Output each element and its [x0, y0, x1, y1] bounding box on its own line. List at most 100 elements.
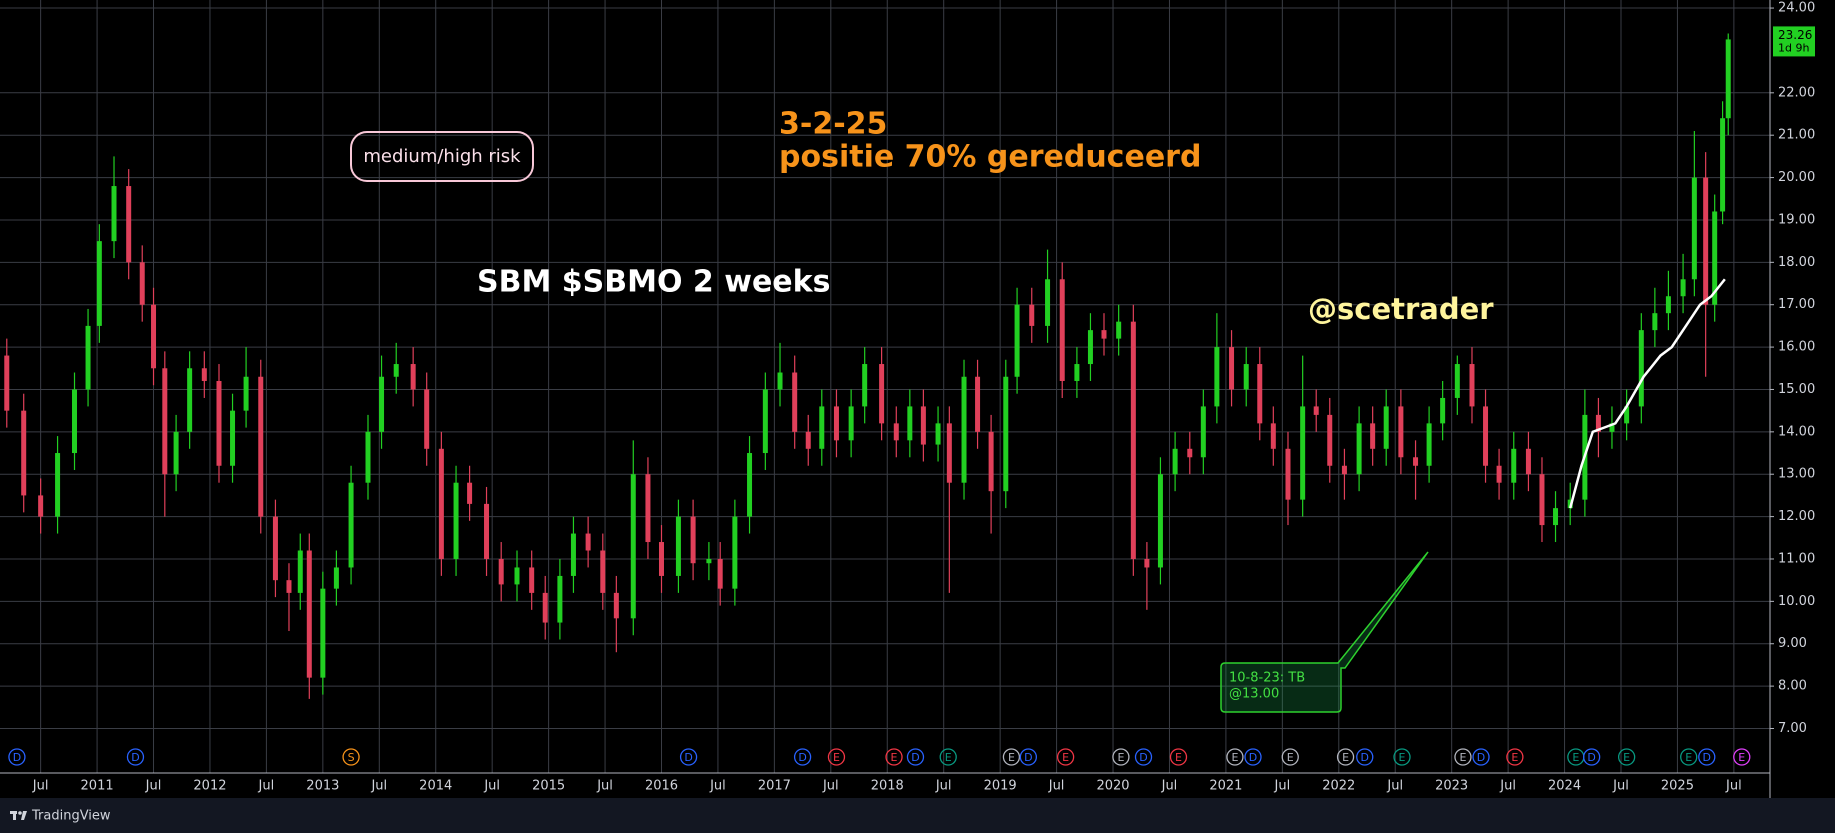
- candle-body: [1187, 448, 1193, 458]
- candle-body: [1496, 465, 1502, 483]
- candle-body: [1609, 423, 1615, 432]
- candle-body: [1454, 364, 1460, 398]
- candle-body: [1624, 406, 1630, 424]
- event-label: E: [1287, 751, 1294, 764]
- candle-body: [365, 431, 371, 483]
- candle-body: [920, 406, 926, 445]
- x-tick-label: 2019: [984, 779, 1017, 794]
- candle-body: [1300, 406, 1306, 500]
- candle-body: [162, 368, 168, 475]
- candle-body: [1370, 423, 1376, 449]
- event-marker: [1169, 748, 1188, 766]
- candle-body: [1116, 321, 1122, 339]
- event-label: D: [684, 751, 692, 764]
- event-label: E: [1342, 751, 1349, 764]
- candle-body: [1200, 406, 1206, 458]
- candle-body: [946, 423, 952, 483]
- event-label: D: [1139, 751, 1147, 764]
- x-tick-label: Jul: [1725, 779, 1742, 794]
- candle-body: [1383, 406, 1389, 449]
- candle-body: [438, 448, 444, 559]
- candle-body: [1511, 448, 1517, 483]
- callout-box: [1220, 551, 1429, 713]
- event-marker: [827, 748, 846, 766]
- event-label: E: [1117, 751, 1124, 764]
- candle-body: [1483, 406, 1489, 466]
- candle-body: [600, 550, 606, 593]
- candle-body: [645, 474, 651, 543]
- event-marker: [1680, 748, 1698, 766]
- x-tick-label: 2011: [81, 779, 114, 794]
- candle-body: [126, 186, 132, 263]
- x-tick-label: Jul: [32, 779, 49, 794]
- candle-body: [410, 364, 416, 390]
- risk-box: [350, 131, 534, 182]
- candle-body: [1525, 448, 1531, 475]
- candle-body: [348, 482, 354, 568]
- candle-body: [333, 567, 339, 589]
- candle-body: [38, 495, 44, 517]
- x-tick-label: 2021: [1209, 779, 1242, 794]
- y-tick-label: 15.00: [1778, 382, 1815, 397]
- y-tick-label: 13.00: [1778, 467, 1815, 482]
- candle-body: [717, 558, 723, 589]
- candle-body: [139, 262, 145, 305]
- x-tick-label: 2023: [1435, 779, 1468, 794]
- x-tick-label: Jul: [1161, 779, 1178, 794]
- candle-body: [85, 325, 91, 390]
- candle-body: [230, 410, 236, 466]
- candle-body: [453, 482, 459, 559]
- candle-body: [151, 304, 157, 369]
- x-tick-label: Jul: [1274, 779, 1291, 794]
- risk-label: medium/high risk: [363, 146, 521, 167]
- last-price-label: 23.26: [1778, 28, 1812, 42]
- event-label: D: [13, 751, 21, 764]
- candle-body: [1144, 558, 1150, 568]
- candle-body: [1398, 406, 1404, 458]
- candle-body: [173, 431, 179, 475]
- candle-body: [879, 364, 885, 424]
- x-tick-label: 2024: [1548, 779, 1581, 794]
- candle-body: [658, 542, 664, 576]
- event-label: D: [131, 751, 139, 764]
- event-label: E: [1175, 751, 1182, 764]
- candle-body: [805, 431, 811, 449]
- x-tick-label: 2020: [1096, 779, 1129, 794]
- logo-part: [13, 811, 16, 820]
- candle-body: [21, 410, 27, 496]
- event-marker: [1226, 748, 1244, 766]
- event-label: E: [1738, 751, 1745, 764]
- candle-body: [1691, 177, 1697, 280]
- callout-text: @13.00: [1229, 687, 1279, 702]
- candle-body: [1045, 279, 1051, 326]
- x-tick-label: Jul: [370, 779, 387, 794]
- candle-body: [747, 453, 753, 517]
- candle-body: [1539, 474, 1545, 526]
- candle-body: [848, 406, 854, 441]
- candle-body: [1469, 364, 1475, 407]
- candle-body: [706, 558, 712, 564]
- brand-text: TradingView: [31, 809, 111, 824]
- candle-body: [542, 592, 548, 623]
- event-marker: [1472, 748, 1490, 766]
- callout-text: 10-8-23: TB: [1229, 671, 1305, 686]
- candle-body: [258, 376, 264, 517]
- event-marker: [1617, 748, 1636, 766]
- x-tick-label: Jul: [1612, 779, 1629, 794]
- candle-body: [272, 516, 278, 581]
- candle-body: [975, 376, 981, 432]
- event-marker: [1336, 748, 1355, 766]
- candle-body: [1074, 364, 1080, 381]
- event-label: D: [1477, 751, 1485, 764]
- candle-body: [393, 364, 399, 377]
- candle-body: [762, 389, 768, 454]
- event-marker: [126, 748, 145, 766]
- candle-body: [1059, 279, 1065, 381]
- candle-body: [1029, 304, 1035, 326]
- x-tick-label: Jul: [145, 779, 162, 794]
- event-label: E: [833, 751, 840, 764]
- x-tick-label: Jul: [1499, 779, 1516, 794]
- y-tick-label: 22.00: [1778, 85, 1815, 100]
- candle-body: [1652, 313, 1658, 331]
